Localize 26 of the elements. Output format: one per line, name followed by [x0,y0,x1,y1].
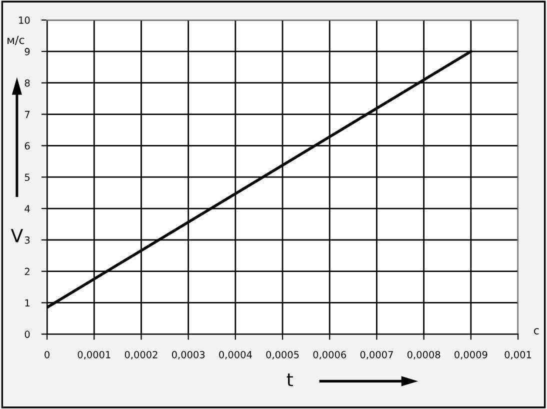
x-tick-label: 0,0006 [313,350,346,360]
y-tick-label: 5 [24,174,30,181]
y-tick-label: 1 [25,299,30,306]
y-tick-label: 2 [24,268,30,276]
x-tick-label: 0,0007 [360,350,393,360]
y-tick-label: 8 [24,79,30,87]
y-tick-label: 6 [24,142,30,150]
y-axis-title: V [10,229,23,242]
x-tick-label: 0 [44,350,50,358]
y-tick-label: 7 [24,110,30,118]
y-tick-label: 10 [19,16,30,24]
y-tick-label: 3 [24,236,30,244]
x-tick-label: 0,0003 [172,350,205,360]
x-tick-label: 0,0009 [454,350,488,360]
x-tick-label: 0,0005 [266,350,299,360]
x-tick-label: 0,0008 [407,350,440,360]
x-tick-label: 0,0002 [124,350,158,360]
x-tick-label: 0,0004 [219,350,252,360]
y-tick-label: 9 [24,48,30,56]
y-tick-label: 4 [24,205,30,212]
x-tick-label: 0,0001 [78,350,110,360]
text: м/с [8,36,24,45]
x-tick-label: 0,001 [504,350,532,360]
x-axis-title: t [286,373,294,386]
text: с [534,328,539,335]
y-tick-label: 0 [24,330,30,338]
